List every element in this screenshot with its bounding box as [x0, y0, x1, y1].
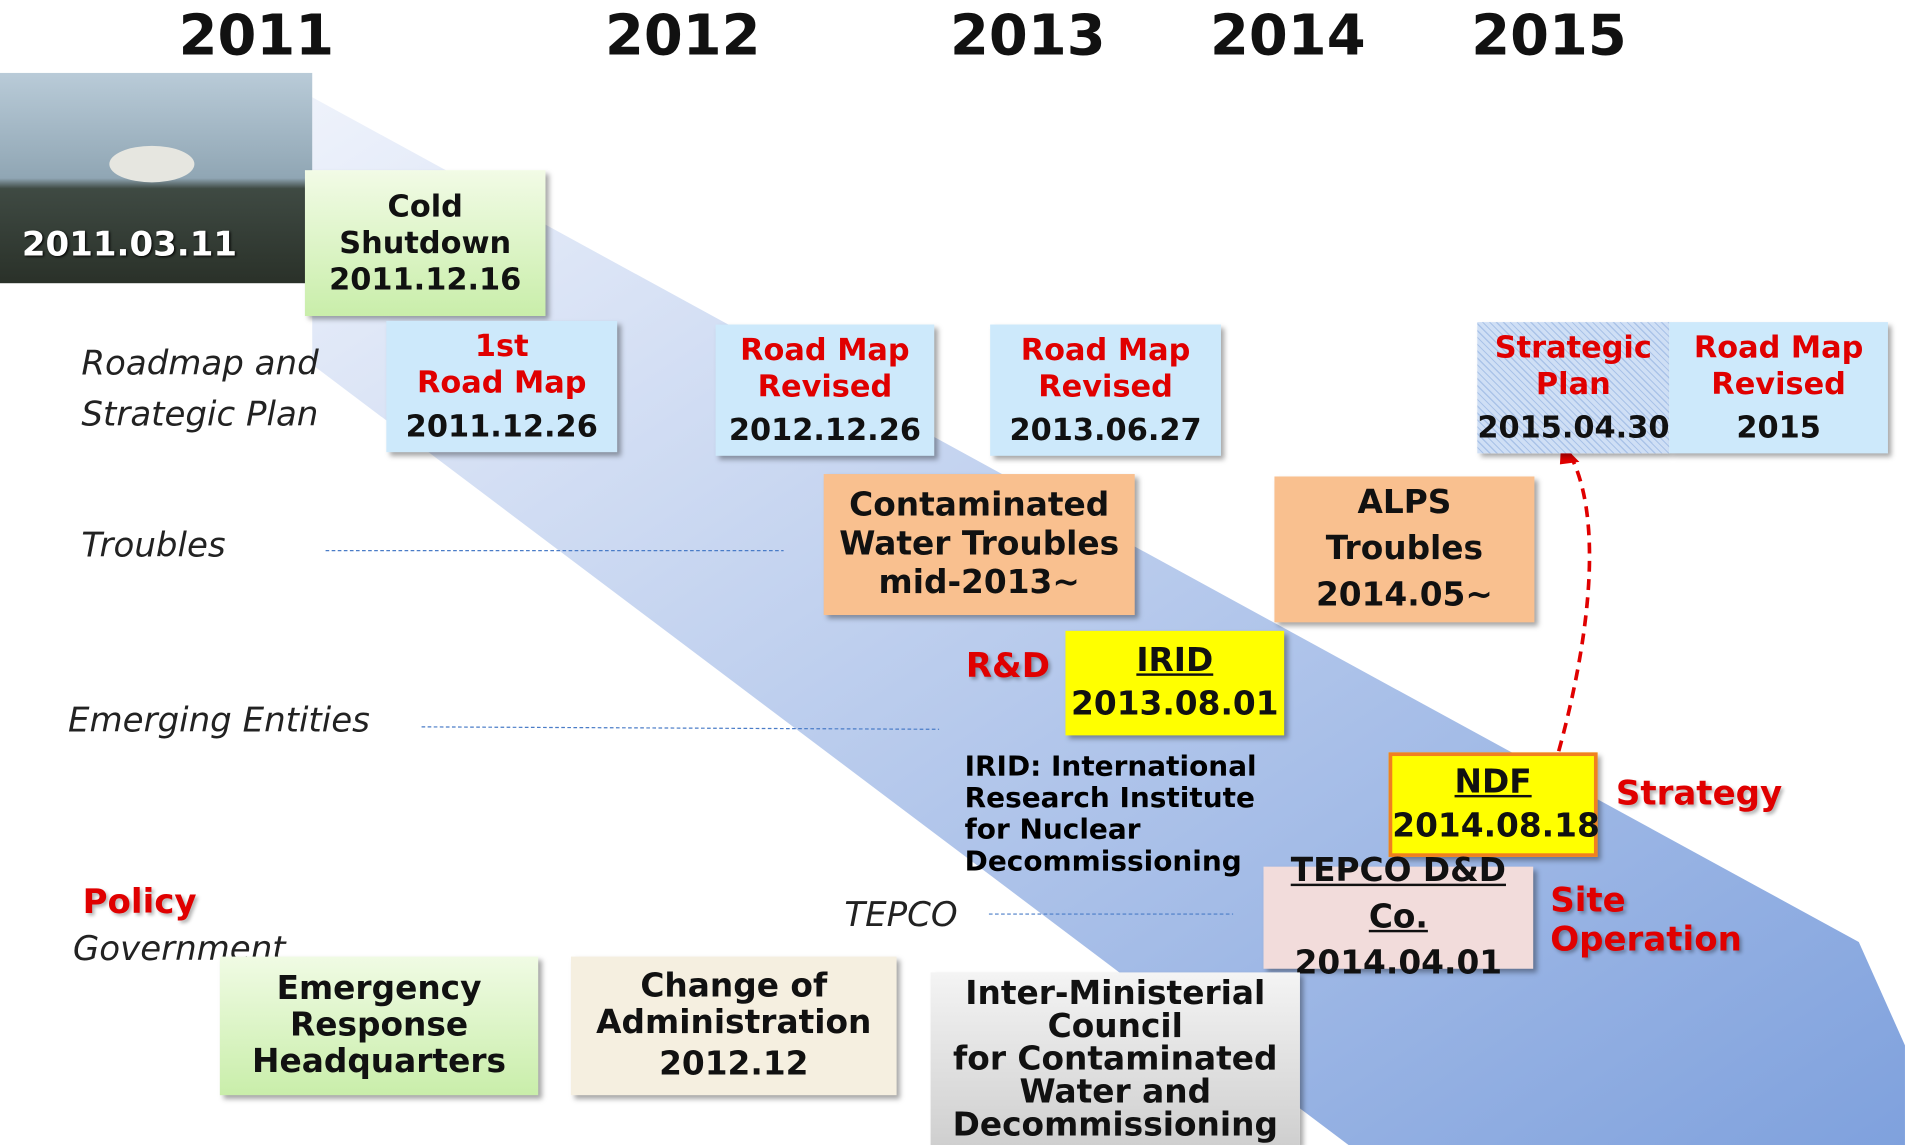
text: Contaminated [824, 486, 1135, 525]
text: mid-2013~ [824, 564, 1135, 603]
text: Road Map [716, 332, 935, 368]
text: Administration [571, 1005, 897, 1041]
text: Plan [1477, 366, 1669, 402]
diagram: 2011 2012 2013 2014 2015 2011.03.11 Road… [0, 0, 1905, 1145]
text: 2013.08.01 [1065, 683, 1284, 727]
tepco-box: TEPCO D&D Co.2014.04.01 [1263, 867, 1533, 969]
text: Road Map [990, 332, 1221, 368]
text: 2012.12 [571, 1047, 897, 1083]
text: TEPCO D&D Co. [1263, 848, 1533, 940]
arrow [1559, 450, 1590, 751]
text: IRID: International [965, 751, 1257, 783]
photo-date: 2011.03.11 [22, 224, 237, 264]
text: Road Map [1669, 329, 1888, 365]
tag: R&D [966, 647, 1050, 686]
text: Operation [1550, 920, 1742, 959]
row-label: Roadmap and Strategic Plan [81, 338, 360, 440]
text: Response [220, 1008, 538, 1044]
text: ALPS Troubles [1274, 480, 1534, 572]
text: Road Map [386, 365, 617, 401]
text: Revised [716, 368, 935, 404]
text: 1st [386, 328, 617, 364]
row-label: Troubles [81, 525, 225, 565]
text: NDF [1392, 761, 1594, 805]
row-label: TEPCO [844, 895, 957, 935]
text: Decommissioning [965, 846, 1257, 878]
year: 2011 [179, 2, 335, 68]
text: 2015 [1669, 410, 1888, 446]
text: 2011.12.26 [386, 408, 617, 444]
text: Site [1550, 881, 1742, 920]
text: 2015.04.30 [1477, 410, 1669, 446]
text: Change of [571, 969, 897, 1005]
text: for Contaminated [931, 1042, 1300, 1075]
text: Council [931, 1009, 1300, 1042]
text: Water Troubles [824, 525, 1135, 564]
text: 2014.05~ [1274, 573, 1534, 619]
text: IRID [1065, 639, 1284, 683]
tag: Strategy [1616, 774, 1782, 813]
text: Headquarters [220, 1044, 538, 1080]
text: Revised [1669, 366, 1888, 402]
text: 2014.08.18 [1392, 805, 1594, 849]
text: Cold [305, 188, 546, 224]
year: 2012 [605, 2, 761, 68]
text: Decommissioning [931, 1108, 1300, 1141]
year: 2015 [1471, 2, 1627, 68]
text: Research Institute [965, 783, 1257, 815]
text: 2011.12.16 [305, 261, 546, 297]
text: Revised [990, 368, 1221, 404]
row-label: Emerging Entities [68, 700, 370, 740]
text: Shutdown [305, 225, 546, 261]
text: Water and [931, 1075, 1300, 1108]
smoke [109, 146, 194, 182]
text: for Nuclear [965, 814, 1257, 846]
text: Strategic [1477, 329, 1669, 365]
text: Inter-Ministerial [931, 977, 1300, 1010]
year: 2014 [1210, 2, 1366, 68]
text: 2012.12.26 [716, 412, 935, 448]
text: 2013.06.27 [990, 412, 1221, 448]
year: 2013 [950, 2, 1106, 68]
text: Emergency [220, 971, 538, 1007]
text: 2014.04.01 [1263, 941, 1533, 987]
row-label: Policy [83, 882, 197, 921]
